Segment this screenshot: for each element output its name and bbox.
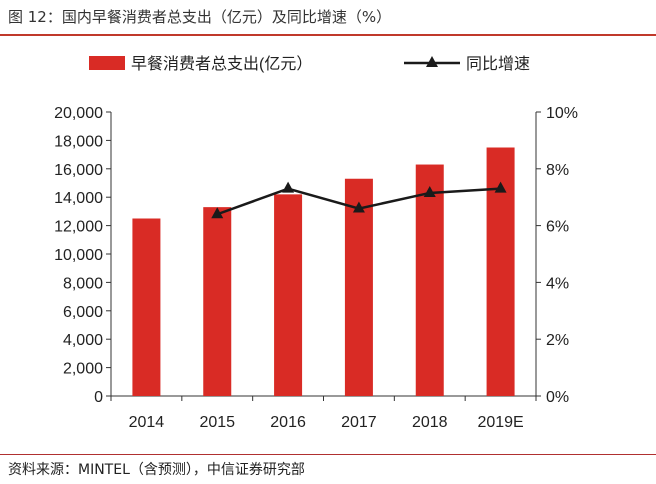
title-rule: [0, 34, 656, 36]
left-tick-label: 8,000: [63, 275, 103, 292]
legend-bar-swatch: [89, 56, 125, 70]
right-tick-label: 6%: [546, 219, 569, 236]
growth-point-2018: [423, 185, 436, 197]
x-tick-label: 2017: [341, 414, 377, 431]
left-tick-label: 4,000: [63, 332, 103, 349]
left-tick-label: 10,000: [54, 247, 103, 264]
left-tick-label: 2,000: [63, 361, 103, 378]
x-tick-label: 2019E: [477, 414, 523, 431]
right-tick-label: 4%: [546, 275, 569, 292]
growth-point-2016: [282, 181, 295, 193]
right-tick-label: 8%: [546, 162, 569, 179]
growth-point-2019E: [494, 181, 507, 193]
growth-point-2017: [352, 201, 365, 213]
left-tick-label: 16,000: [54, 162, 103, 179]
left-tick-label: 18,000: [54, 133, 103, 150]
figure-title: 图 12：国内早餐消费者总支出（亿元）及同比增速（%）: [8, 8, 392, 26]
growth-point-2015: [211, 207, 224, 219]
bar-2018: [415, 164, 444, 396]
bar-2015: [203, 207, 232, 396]
bar-2017: [344, 178, 373, 396]
legend-line-marker: [426, 56, 438, 67]
source-note: 资料来源：MINTEL（含预测），中信证券研究部: [8, 462, 305, 478]
left-tick-label: 6,000: [63, 304, 103, 321]
x-tick-label: 2016: [270, 414, 306, 431]
right-tick-label: 2%: [546, 332, 569, 349]
left-tick-label: 14,000: [54, 190, 103, 207]
left-tick-label: 0: [94, 389, 103, 406]
x-tick-label: 2014: [129, 414, 165, 431]
x-tick-label: 2018: [412, 414, 448, 431]
bar-2014: [132, 218, 161, 396]
chart-area: 早餐消费者总支出(亿元） 同比增速 0 2,000 4,000 6,000 8,000 10,…: [54, 55, 578, 431]
right-tick-label: 10%: [546, 105, 578, 122]
legend-line-label: 同比增速: [466, 55, 530, 73]
left-tick-label: 12,000: [54, 219, 103, 236]
bar-2016: [274, 194, 303, 396]
legend-bar-label: 早餐消费者总支出(亿元）: [131, 55, 312, 73]
right-tick-label: 0%: [546, 389, 569, 406]
left-tick-label: 20,000: [54, 105, 103, 122]
source-rule: [0, 454, 656, 455]
x-tick-label: 2015: [199, 414, 235, 431]
